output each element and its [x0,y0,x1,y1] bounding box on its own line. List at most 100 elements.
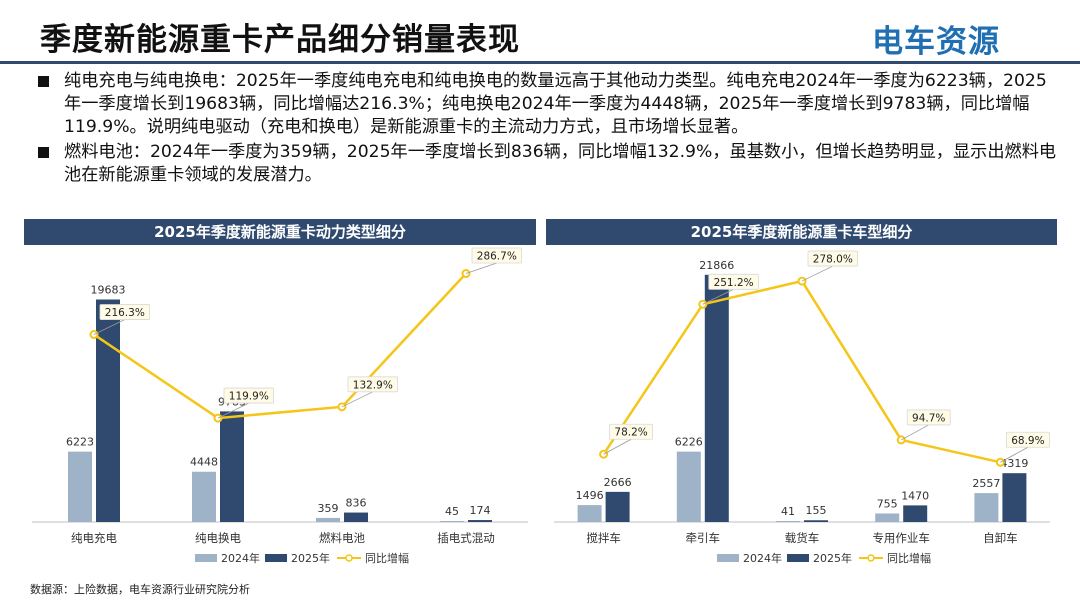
bar-2024 [676,451,701,522]
category-label: 纯电换电 [195,531,241,545]
bar-2024 [875,513,900,522]
bar-2024 [776,521,800,522]
callout-leader [1000,446,1029,463]
square-bullet-icon [38,76,49,87]
growth-label-box [99,304,150,320]
legend-label: 同比增幅 [365,551,409,565]
bar-2025 [344,512,368,522]
bar-value-label: 2666 [604,476,632,489]
category-label: 自卸车 [983,531,1018,545]
legend-swatch-2025 [265,554,287,562]
bar-value-label: 174 [470,504,491,517]
data-source-note: 数据源：上险数据，电车资源行业研究院分析 [30,583,250,596]
bar-value-label: 45 [445,505,459,518]
growth-point [698,299,708,309]
growth-label: 119.9% [229,391,269,403]
legend-label: 2024年 [743,551,782,565]
category-label: 插电式混动 [437,531,495,545]
category-label: 专用作业车 [872,531,930,545]
bar-value-label: 1470 [901,489,929,502]
callout-leader [217,402,249,419]
category-label: 燃料电池 [319,531,365,545]
callout-leader [465,262,497,274]
bar-2024 [974,493,999,522]
category-label: 搅拌车 [586,531,621,545]
bar-value-label: 19683 [91,283,126,296]
brand-logo: 电车资源 [872,24,1000,60]
callout-leader [702,288,734,305]
legend-label: 2024年 [221,551,260,565]
bar-2025 [1002,473,1027,522]
category-label: 牵引车 [686,531,721,545]
bar-2024 [192,471,216,522]
callout-leader [603,438,632,455]
callout-leader [341,391,373,408]
summary-bullets: 纯电充电与纯电换电：2025年一季度纯电充电和纯电换电的数量远高于其他动力类型。… [36,70,1060,187]
bar-2025 [903,505,928,522]
growth-line [93,272,467,420]
growth-label: 78.2% [614,427,647,439]
bar-2025 [468,520,492,522]
growth-line [602,279,1001,464]
bar-value-label: 4448 [190,456,218,469]
callout-leader [93,319,125,335]
growth-label: 68.9% [1011,435,1044,447]
legend-swatch-2024 [195,554,217,562]
growth-label: 94.7% [912,412,945,424]
bar-2025 [804,520,828,522]
legend-label: 2025年 [813,551,852,565]
title-divider [0,61,1080,64]
growth-label: 278.0% [813,254,853,266]
growth-label-box [1005,431,1050,448]
growth-label: 286.7% [477,251,517,263]
growth-label-box [708,273,759,290]
growth-label: 251.2% [714,277,754,289]
bar-2024 [68,451,92,522]
bar-value-label: 155 [806,504,827,517]
growth-label-box [347,376,398,393]
bullet-item: 纯电充电与纯电换电：2025年一季度纯电充电和纯电换电的数量远高于其他动力类型。… [36,70,1060,139]
bar-value-label: 2557 [972,477,1000,490]
legend-line-marker [867,554,875,562]
bar-value-label: 4319 [1000,457,1028,470]
bar-value-label: 41 [781,505,795,518]
legend-line-marker [345,554,353,562]
bar-2025 [704,274,729,522]
category-label: 载货车 [785,531,820,545]
callout-leader [801,265,833,282]
growth-label-box [223,387,274,404]
bar-value-label: 755 [877,497,898,510]
growth-point [461,269,471,279]
vehicle-type-chart-title: 2025年季度新能源重卡车型细分 [546,219,1057,245]
legend-swatch-2024 [717,554,739,562]
bar-2025 [605,491,630,522]
bar-2024 [440,521,464,522]
growth-label-box [471,247,522,264]
square-bullet-icon [38,147,49,158]
bar-2025 [220,411,244,522]
legend-swatch-2025 [787,554,809,562]
legend-label: 2025年 [291,551,330,565]
bar-2024 [316,517,340,522]
legend-label: 同比增幅 [887,551,931,565]
growth-point [599,449,609,459]
powertrain-chart: 622319683纯电充电44489783纯电换电359836燃料电池45174… [32,247,528,565]
growth-label: 216.3% [105,307,145,319]
growth-label-box [609,423,653,440]
growth-label: 132.9% [353,379,393,391]
bullet-text: 纯电充电与纯电换电：2025年一季度纯电充电和纯电换电的数量远高于其他动力类型。… [64,71,1047,137]
callout-leader [901,424,929,441]
category-label: 纯电充电 [71,531,117,545]
growth-point [89,330,99,340]
bar-value-label: 6223 [66,436,94,449]
powertrain-chart-title: 2025年季度新能源重卡动力类型细分 [24,219,536,245]
page-title: 季度新能源重卡产品细分销量表现 [40,22,520,58]
bar-value-label: 6226 [675,436,703,449]
bar-value-label: 21866 [699,259,734,272]
bar-2024 [577,505,602,522]
bar-2025 [96,299,120,522]
bar-value-label: 1496 [576,489,604,502]
bullet-text: 燃料电池：2024年一季度为359辆，2025年一季度增长到836辆，同比增幅1… [64,142,1057,185]
growth-label-box [807,250,858,267]
